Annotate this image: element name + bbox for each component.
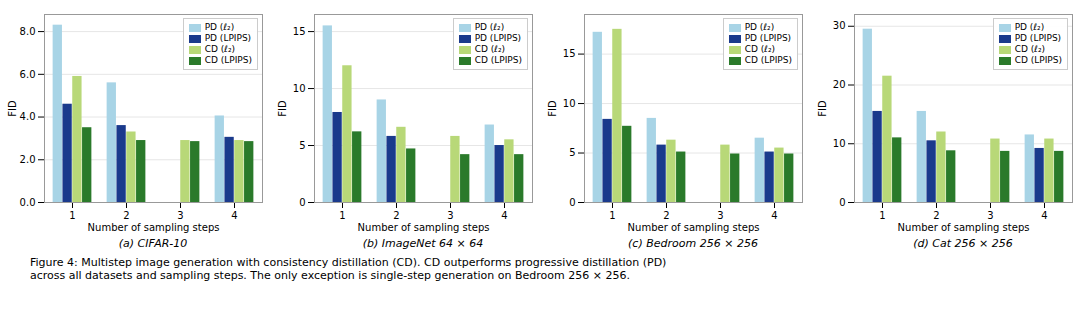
html-text:PD (LPIPS): PD (LPIPS) [1014,33,1062,43]
svg-text:0: 0 [569,197,575,208]
svg-text:Number of sampling steps: Number of sampling steps [88,222,220,233]
svg-text:3: 3 [447,210,453,221]
svg-text:Number of sampling steps: Number of sampling steps [628,222,760,233]
svg-text:8.0: 8.0 [20,26,36,37]
svg-text:FID: FID [7,100,18,117]
svg-text:15: 15 [563,48,576,59]
svg-text:4.0: 4.0 [20,111,36,122]
html-text:PD (ℓ₂): PD (ℓ₂) [744,22,775,32]
svg-text:5: 5 [569,147,575,158]
svg-text:4: 4 [1041,210,1047,221]
svg-text:10: 10 [563,98,576,109]
html-text:PD (ℓ₂): PD (ℓ₂) [474,22,505,32]
svg-text:FID: FID [547,100,558,117]
svg-text:3: 3 [177,210,183,221]
svg-text:FID: FID [817,100,828,117]
html-text:PD (ℓ₂): PD (ℓ₂) [204,22,235,32]
html-text:Figure 4: Multistep image gene: Figure 4: Multistep image generation wit… [30,256,667,282]
svg-text:1: 1 [69,210,75,221]
svg-text:6.0: 6.0 [20,69,36,80]
svg-text:3: 3 [987,210,993,221]
svg-text:3: 3 [717,210,723,221]
svg-text:FID: FID [277,100,288,117]
svg-text:20: 20 [833,79,846,90]
svg-text:10: 10 [833,138,846,149]
svg-text:4: 4 [771,210,777,221]
svg-text:30: 30 [833,20,846,31]
html-text:PD (ℓ₂): PD (ℓ₂) [1014,22,1045,32]
svg-text:2.0: 2.0 [20,154,36,165]
svg-text:1: 1 [339,210,345,221]
svg-text:0: 0 [839,197,845,208]
html-text:CD (ℓ₂): CD (ℓ₂) [744,44,776,54]
svg-text:0: 0 [299,197,305,208]
svg-text:1: 1 [609,210,615,221]
html-text:(a) CIFAR-10: (a) CIFAR-10 [118,237,188,250]
svg-text:15: 15 [293,26,306,37]
html-text:CD (ℓ₂): CD (ℓ₂) [1014,44,1046,54]
html-text:PD (LPIPS): PD (LPIPS) [204,33,252,43]
svg-text:0.0: 0.0 [20,197,36,208]
svg-text:1: 1 [879,210,885,221]
html-text:PD (LPIPS): PD (LPIPS) [474,33,522,43]
html-text:CD (ℓ₂): CD (ℓ₂) [204,44,236,54]
svg-text:4: 4 [501,210,507,221]
html-text:CD (LPIPS): CD (LPIPS) [204,55,252,65]
html-text:CD (ℓ₂): CD (ℓ₂) [474,44,506,54]
html-text:(b) ImageNet 64 × 64: (b) ImageNet 64 × 64 [362,237,484,250]
svg-text:2: 2 [123,210,129,221]
html-text:CD (LPIPS): CD (LPIPS) [474,55,522,65]
svg-text:Number of sampling steps: Number of sampling steps [898,222,1030,233]
svg-text:4: 4 [231,210,237,221]
html-text:PD (LPIPS): PD (LPIPS) [744,33,792,43]
html-text:(c) Bedroom 256 × 256: (c) Bedroom 256 × 256 [628,237,758,250]
html-text:CD (LPIPS): CD (LPIPS) [744,55,792,65]
svg-text:5: 5 [299,140,305,151]
svg-text:10: 10 [293,83,306,94]
svg-text:2: 2 [933,210,939,221]
svg-text:Number of sampling steps: Number of sampling steps [358,222,490,233]
html-text:CD (LPIPS): CD (LPIPS) [1014,55,1062,65]
html-text:(d) Cat 256 × 256: (d) Cat 256 × 256 [913,237,1013,250]
svg-text:2: 2 [393,210,399,221]
svg-text:2: 2 [663,210,669,221]
